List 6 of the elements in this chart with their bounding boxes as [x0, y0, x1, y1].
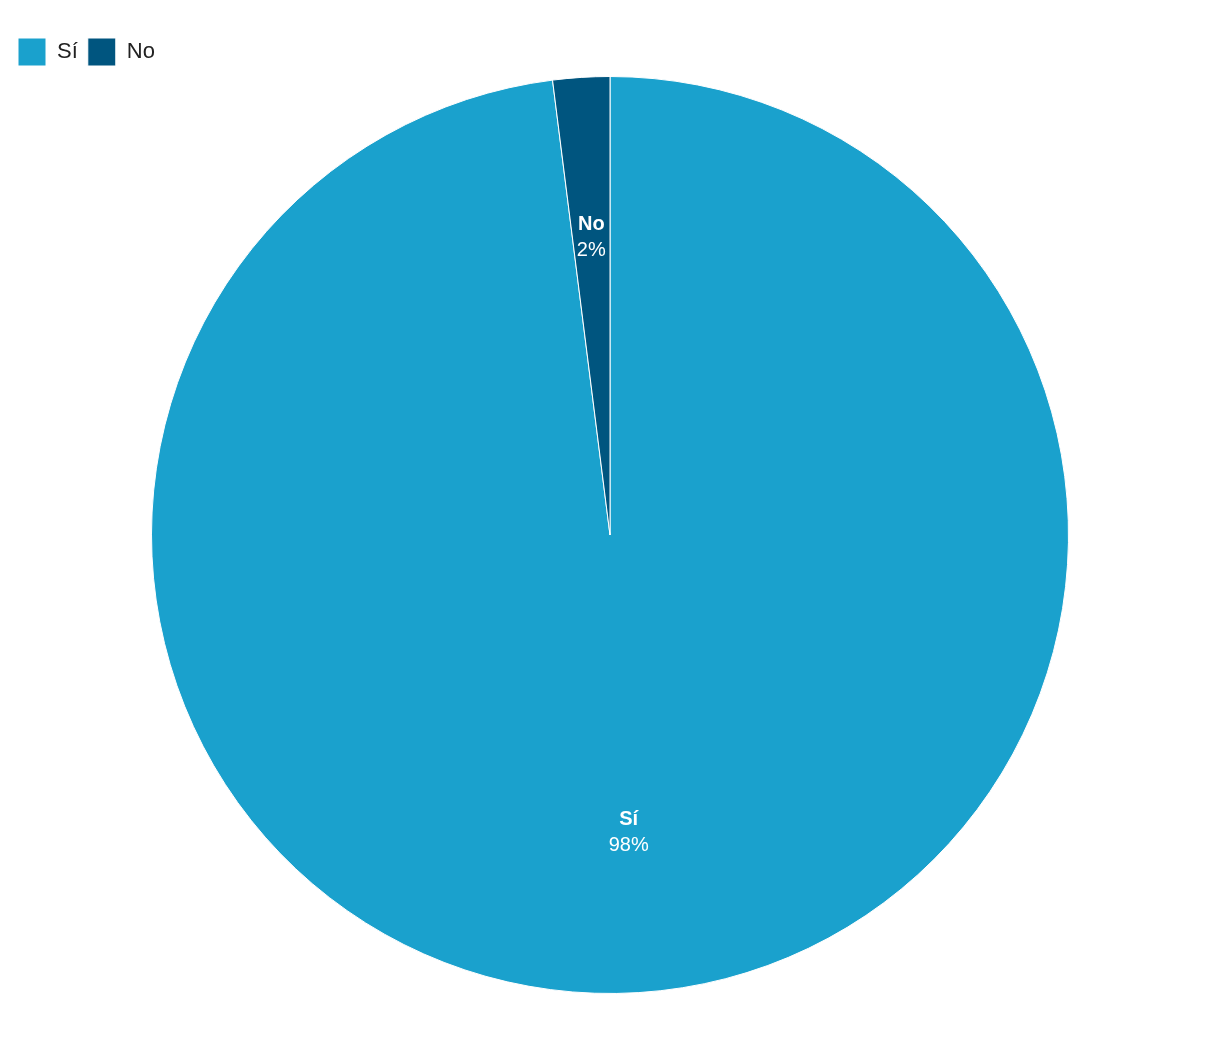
data-label: 2% [576, 238, 606, 261]
slice-label: Sí [619, 806, 640, 829]
slice-label: No [577, 212, 605, 235]
legend-label: No [126, 38, 155, 64]
legend-label: Sí [57, 38, 78, 64]
data-label: 98% [608, 832, 649, 855]
